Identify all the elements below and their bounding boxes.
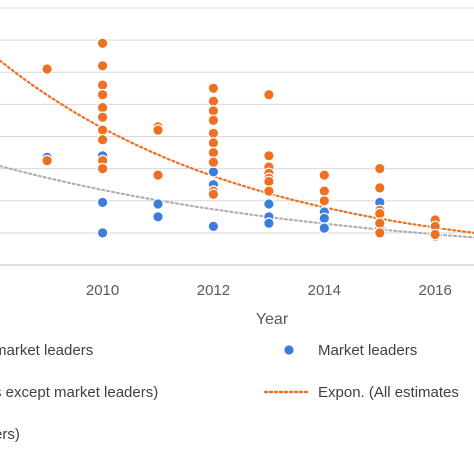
trendlines	[0, 59, 474, 239]
point-all-estimates	[373, 217, 386, 229]
x-tick-label: 2014	[308, 282, 341, 299]
legend-label: s except market leaders)	[0, 384, 158, 401]
gridlines	[0, 7, 474, 266]
point-all-estimates	[96, 124, 109, 136]
point-all-estimates	[152, 169, 164, 181]
point-all-estimates	[96, 60, 109, 72]
x-axis-title: Year	[256, 311, 289, 328]
point-all-estimates	[318, 195, 331, 207]
x-tick-labels: 2010 2012 2014 2016	[86, 282, 452, 299]
point-market-leader	[96, 196, 109, 209]
point-market-leader	[96, 227, 109, 239]
point-market-leader	[318, 222, 331, 234]
point-market-leader	[263, 217, 275, 229]
legend-marker	[283, 344, 295, 356]
legend: market leaders Market leaders s except mar…	[0, 342, 459, 443]
point-all-estimates	[152, 124, 164, 136]
data-points	[41, 37, 441, 242]
point-all-estimates	[373, 162, 386, 175]
point-all-estimates	[207, 127, 220, 140]
point-market-leader	[152, 211, 164, 223]
point-all-estimates	[207, 156, 220, 168]
point-all-estimates	[263, 150, 275, 162]
point-all-estimates	[41, 154, 53, 167]
point-all-estimates	[207, 95, 220, 107]
point-market-leader	[263, 198, 275, 210]
point-all-estimates	[263, 185, 275, 197]
trendline-1	[0, 59, 474, 234]
point-market-leader	[318, 212, 331, 225]
legend-label: market leaders	[0, 342, 93, 359]
point-all-estimates	[373, 227, 386, 239]
point-all-estimates	[263, 88, 275, 101]
point-all-estimates	[207, 114, 220, 127]
legend-label: Market leaders	[318, 342, 417, 359]
point-all-estimates	[96, 88, 109, 101]
point-all-estimates	[96, 162, 109, 175]
point-all-estimates	[207, 105, 220, 117]
point-all-estimates	[373, 207, 386, 220]
legend-label: ers)	[0, 426, 20, 443]
point-all-estimates	[263, 175, 275, 188]
point-all-estimates	[373, 182, 386, 194]
x-tick-label: 2012	[197, 282, 230, 299]
point-all-estimates	[41, 63, 53, 75]
point-market-leader	[152, 198, 164, 210]
x-tick-label: 2010	[86, 282, 119, 299]
point-all-estimates	[96, 79, 109, 91]
point-all-estimates	[207, 146, 220, 159]
point-all-estimates	[429, 228, 441, 241]
point-market-leader	[207, 166, 220, 178]
point-all-estimates	[96, 133, 109, 146]
point-market-leader	[207, 220, 220, 233]
point-all-estimates	[96, 111, 109, 123]
point-all-estimates	[96, 101, 109, 114]
point-all-estimates	[318, 169, 331, 181]
point-all-estimates	[96, 37, 109, 50]
point-all-estimates	[318, 185, 331, 197]
x-tick-label: 2016	[419, 282, 452, 299]
point-all-estimates	[207, 82, 220, 95]
legend-label: Expon. (All estimates	[318, 384, 459, 401]
trendline-2	[0, 165, 474, 239]
point-all-estimates	[207, 188, 220, 201]
point-all-estimates	[207, 137, 220, 149]
